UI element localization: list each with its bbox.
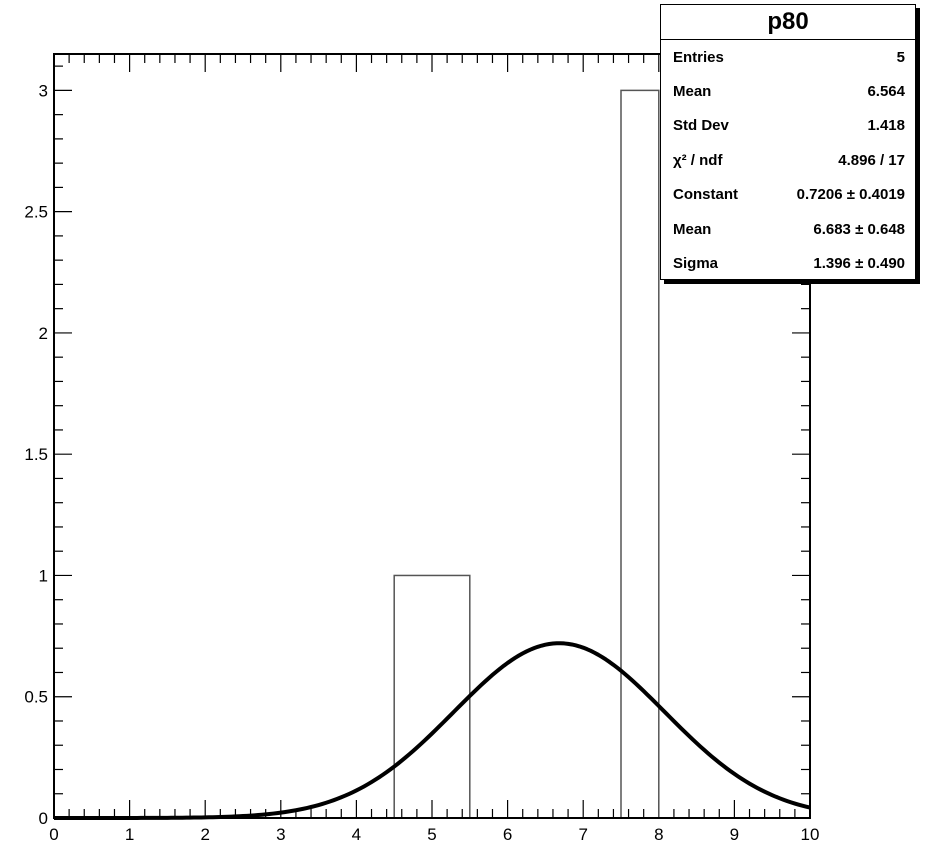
stats-row-entries: Entries 5: [661, 40, 915, 74]
stats-label: Std Dev: [673, 117, 729, 135]
stats-label: χ² / ndf: [673, 151, 723, 169]
axis-tick-labels: 0 1 2 3 4 5 6 7 8 9 10 0 0.5 1 1.5 2 2.5 3: [24, 81, 819, 844]
x-tick-label: 3: [276, 825, 285, 844]
y-tick-label: 1: [39, 566, 48, 585]
y-tick-label: 0.5: [24, 688, 48, 707]
stats-value: 1.418: [867, 117, 905, 135]
stats-row-constant: Constant 0.7206 ± 0.4019: [661, 178, 915, 212]
x-tick-label: 7: [578, 825, 587, 844]
x-tick-label: 8: [654, 825, 663, 844]
x-tick-label: 9: [730, 825, 739, 844]
x-tick-label: 4: [352, 825, 361, 844]
stats-label: Entries: [673, 48, 724, 66]
stats-title: p80: [661, 5, 915, 40]
histogram-bars: [393, 89, 660, 819]
histogram-bar: [620, 89, 660, 819]
stats-box: p80 Entries 5 Mean 6.564 Std Dev 1.418 χ…: [660, 4, 916, 280]
stats-label: Mean: [673, 220, 712, 238]
y-tick-label: 1.5: [24, 445, 48, 464]
x-tick-label: 0: [49, 825, 58, 844]
x-tick-label: 6: [503, 825, 512, 844]
x-tick-label: 5: [427, 825, 436, 844]
stats-label: Constant: [673, 186, 738, 204]
stats-row-sigma: Sigma 1.396 ± 0.490: [661, 246, 915, 280]
x-tick-label: 2: [200, 825, 209, 844]
y-tick-label: 3: [39, 81, 48, 100]
y-tick-label: 2.5: [24, 203, 48, 222]
histogram-bar: [393, 574, 471, 819]
stats-value: 6.683 ± 0.648: [813, 220, 905, 238]
gaussian-fit: [54, 641, 811, 820]
y-tick-label: 0: [39, 809, 48, 828]
stats-value: 0.7206 ± 0.4019: [796, 186, 905, 204]
x-tick-label: 10: [801, 825, 820, 844]
stats-label: Mean: [673, 83, 712, 101]
stats-row-chi2: χ² / ndf 4.896 / 17: [661, 143, 915, 177]
stats-value: 1.396 ± 0.490: [813, 255, 905, 273]
stats-row-stddev: Std Dev 1.418: [661, 109, 915, 143]
fit-curve: [54, 641, 811, 820]
stats-value: 4.896 / 17: [838, 151, 905, 169]
x-tick-label: 1: [125, 825, 134, 844]
stats-value: 6.564: [867, 83, 905, 101]
stats-value: 5: [896, 48, 905, 66]
plot-frame: [53, 53, 811, 819]
y-tick-label: 2: [39, 324, 48, 343]
stats-label: Sigma: [673, 255, 719, 273]
stats-row-mean: Mean 6.564: [661, 74, 915, 108]
stats-row-fit-mean: Mean 6.683 ± 0.648: [661, 212, 915, 246]
